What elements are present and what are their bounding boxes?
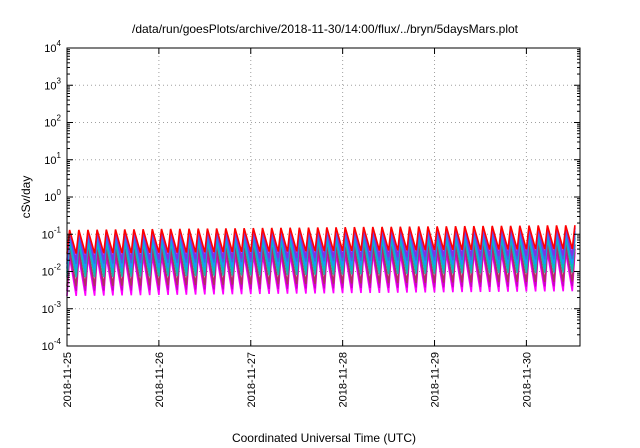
x-tick-label: 2018-11-27 xyxy=(246,352,258,407)
y-tick-label: 103 xyxy=(44,76,61,92)
series-line-8 xyxy=(66,225,576,254)
x-axis: 2018-11-25 2018-11-26 2018-11-27 2018-11-28… xyxy=(62,48,533,407)
y-axis: 10-4 10-3 10-2 10-1 100 101 102 103 104 xyxy=(42,39,580,353)
y-tick-label: 10-4 xyxy=(42,337,62,353)
x-tick-label: 2018-11-28 xyxy=(338,352,350,407)
x-tick-label: 2018-11-26 xyxy=(154,352,166,407)
y-tick-label: 104 xyxy=(44,39,61,55)
x-tick-label: 2018-11-30 xyxy=(521,352,533,407)
y-tick-label: 100 xyxy=(44,188,61,204)
series-group xyxy=(66,225,576,297)
y-tick-label: 10-3 xyxy=(42,300,62,316)
y-axis-label: cSv/day xyxy=(19,176,33,219)
y-tick-label: 10-2 xyxy=(42,263,62,279)
y-tick-label: 101 xyxy=(44,151,61,167)
grid xyxy=(67,48,580,346)
chart-title: /data/run/goesPlots/archive/2018-11-30/1… xyxy=(132,22,519,36)
y-tick-label: 10-1 xyxy=(42,225,62,241)
x-tick-label: 2018-11-25 xyxy=(62,352,74,407)
x-tick-label: 2018-11-29 xyxy=(430,352,442,407)
x-axis-label: Coordinated Universal Time (UTC) xyxy=(232,431,416,445)
y-tick-label: 102 xyxy=(44,114,61,130)
